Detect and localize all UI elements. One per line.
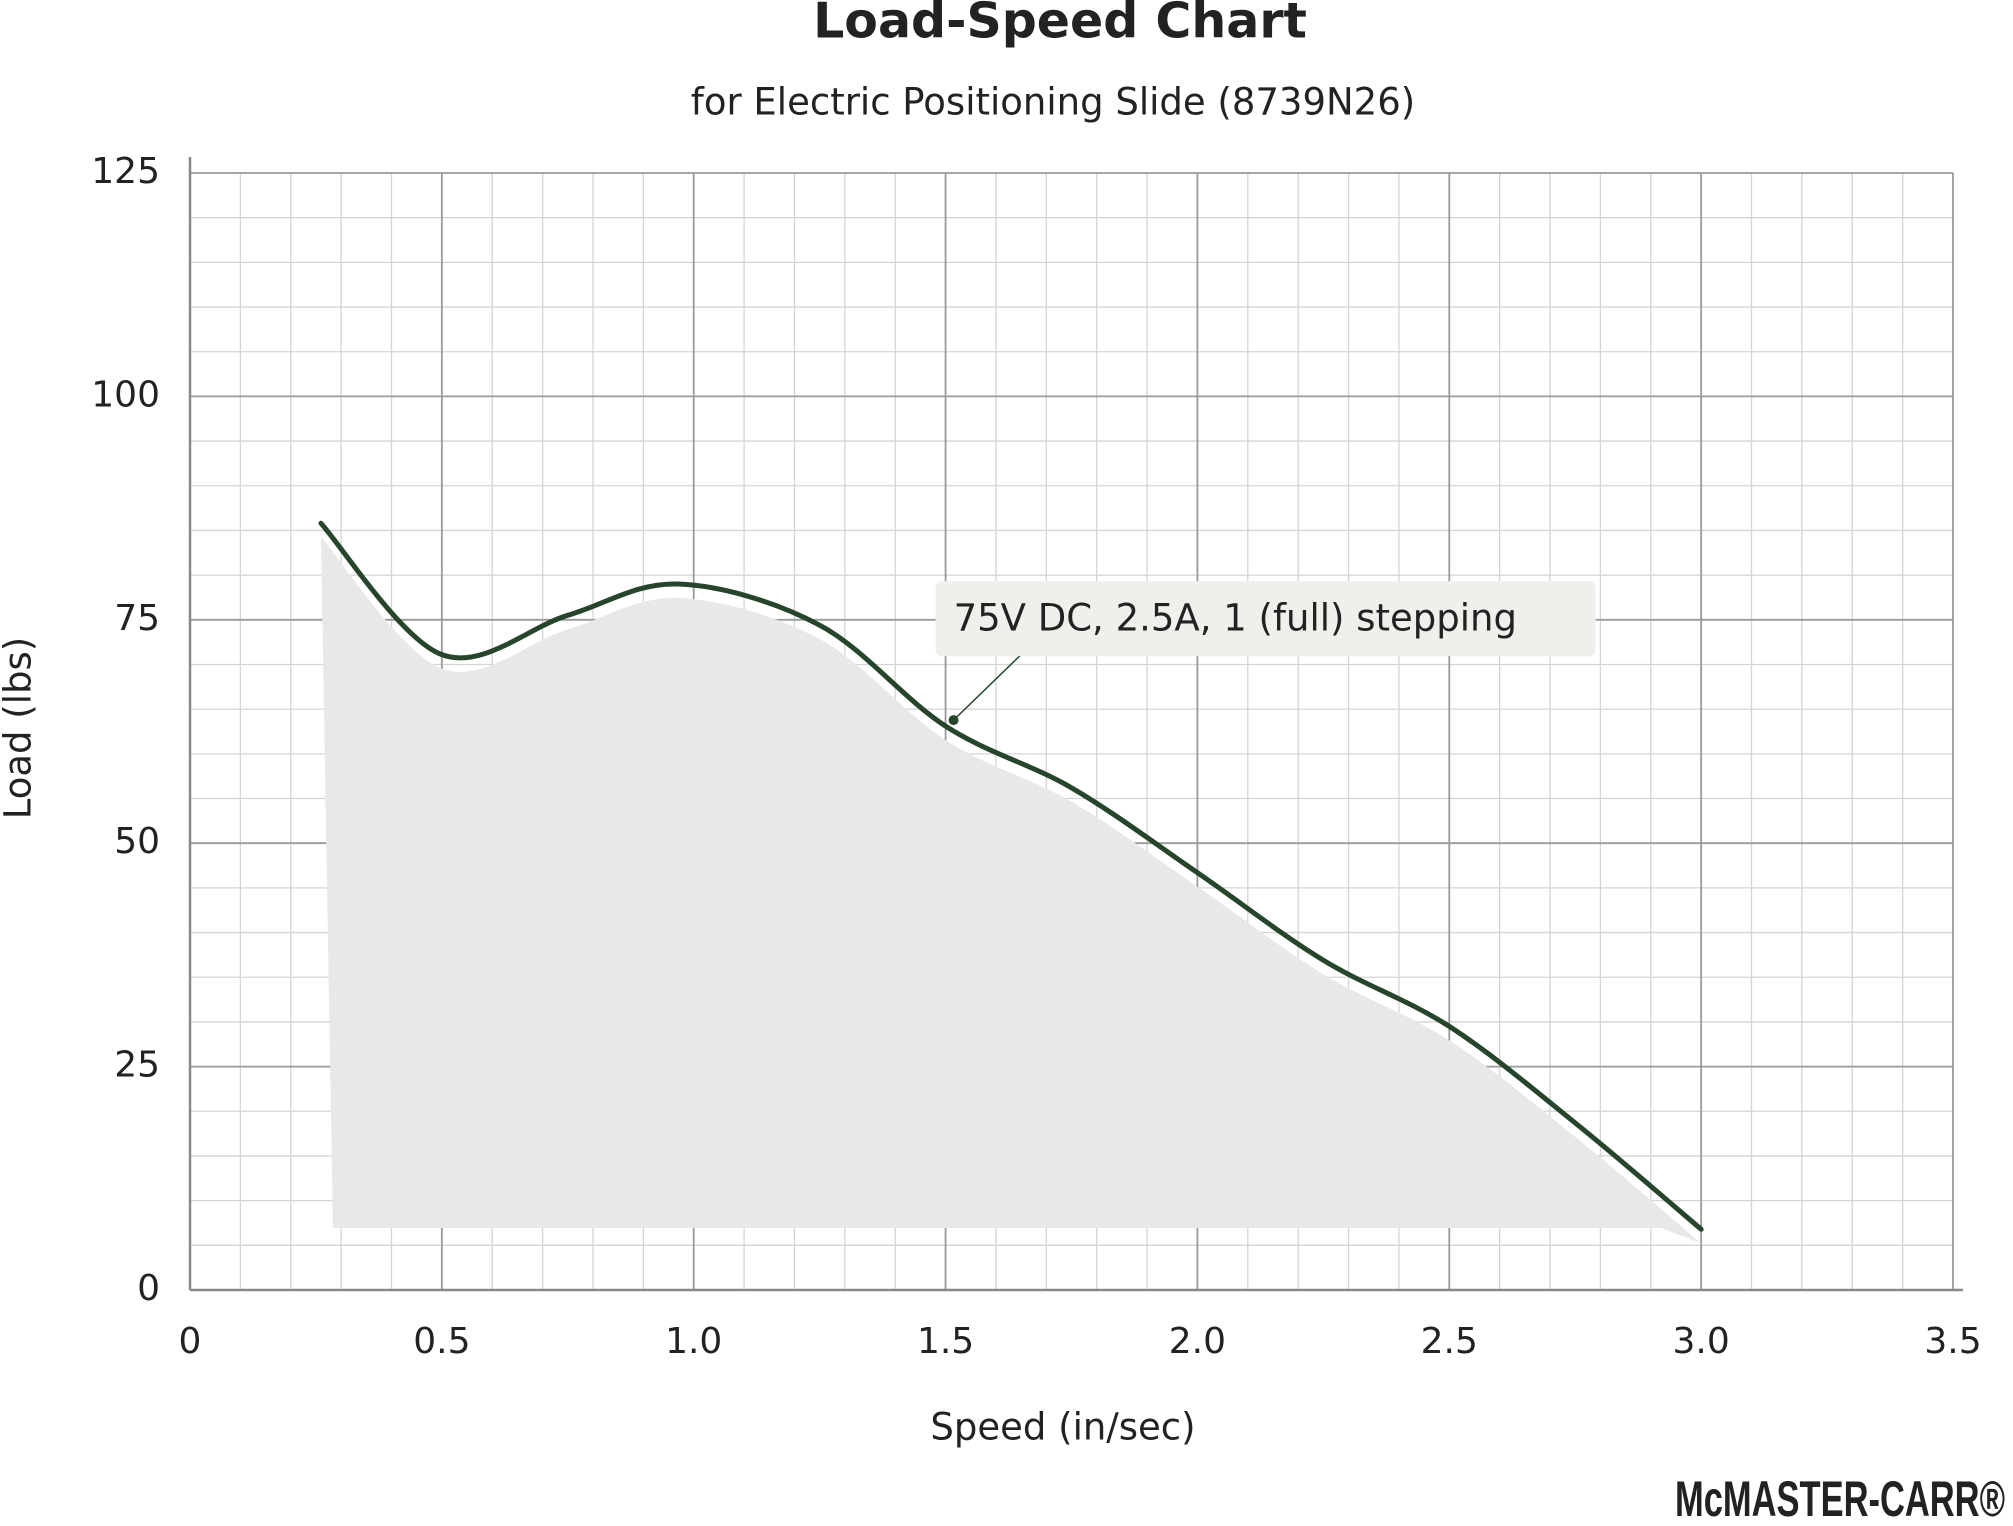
- x-tick-label: 2.5: [1421, 1321, 1478, 1362]
- x-tick-label: 1.5: [917, 1321, 974, 1362]
- chart-title: Load-Speed Chart: [813, 0, 1307, 50]
- annotation-leader: [953, 653, 1023, 721]
- annotation-box: [935, 581, 1596, 657]
- y-tick-label: 75: [114, 598, 160, 639]
- series-line: [318, 520, 1704, 1232]
- y-tick-label: 100: [91, 374, 160, 415]
- x-tick-label: 0: [179, 1321, 202, 1362]
- legend-label: 75V DC, 2.5A, 1 (full) stepping: [954, 597, 1517, 640]
- x-tick-label: 2.0: [1169, 1321, 1226, 1362]
- chart-subtitle: for Electric Positioning Slide (8739N26): [691, 81, 1415, 124]
- area-fill: [320, 537, 1702, 1244]
- logo: McMASTER-CARR®: [1675, 1471, 2005, 1526]
- y-tick-label: 50: [114, 821, 160, 862]
- annotation-dot: [948, 715, 959, 726]
- y-axis-label: Load (lbs): [0, 637, 40, 819]
- y-tick-label: 125: [91, 151, 160, 192]
- x-tick-label: 3.5: [1924, 1321, 1981, 1362]
- y-tick-label: 0: [137, 1268, 160, 1309]
- x-tick-label: 1.0: [665, 1321, 722, 1362]
- x-axis-label: Speed (in/sec): [930, 1406, 1195, 1449]
- x-tick-label: 0.5: [413, 1321, 470, 1362]
- x-tick-label: 3.0: [1673, 1321, 1730, 1362]
- y-tick-label: 25: [114, 1045, 160, 1086]
